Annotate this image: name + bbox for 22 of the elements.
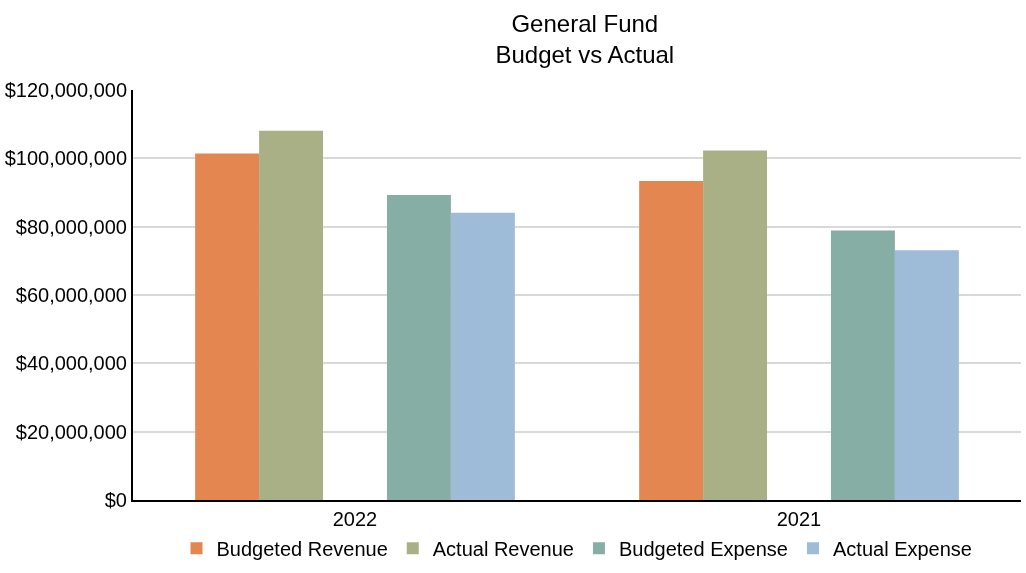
y-tick-label: $100,000,000 <box>4 147 127 170</box>
bar <box>259 130 324 500</box>
y-tick-label: $120,000,000 <box>4 79 127 101</box>
x-tick-label: 2021 <box>776 508 822 530</box>
legend-label: Actual Expense <box>832 538 972 560</box>
chart-title: General Fund Budget vs Actual <box>495 9 675 68</box>
bar <box>703 150 768 500</box>
bar <box>639 180 704 500</box>
bar <box>894 250 959 500</box>
bar <box>450 212 515 500</box>
bar <box>386 194 451 500</box>
y-tick-label: $0 <box>104 489 127 511</box>
y-tick-label: $20,000,000 <box>15 420 127 443</box>
legend-label: Budgeted Expense <box>618 538 788 560</box>
y-tick-label: $80,000,000 <box>15 215 127 238</box>
legend-label: Actual Revenue <box>432 538 574 560</box>
bar <box>830 230 895 500</box>
legend-label: Budgeted Revenue <box>216 538 388 560</box>
y-tick-label: $60,000,000 <box>15 284 127 306</box>
bar <box>195 153 260 500</box>
y-tick-label: $40,000,000 <box>15 352 127 375</box>
x-tick-label: 2022 <box>332 508 378 530</box>
